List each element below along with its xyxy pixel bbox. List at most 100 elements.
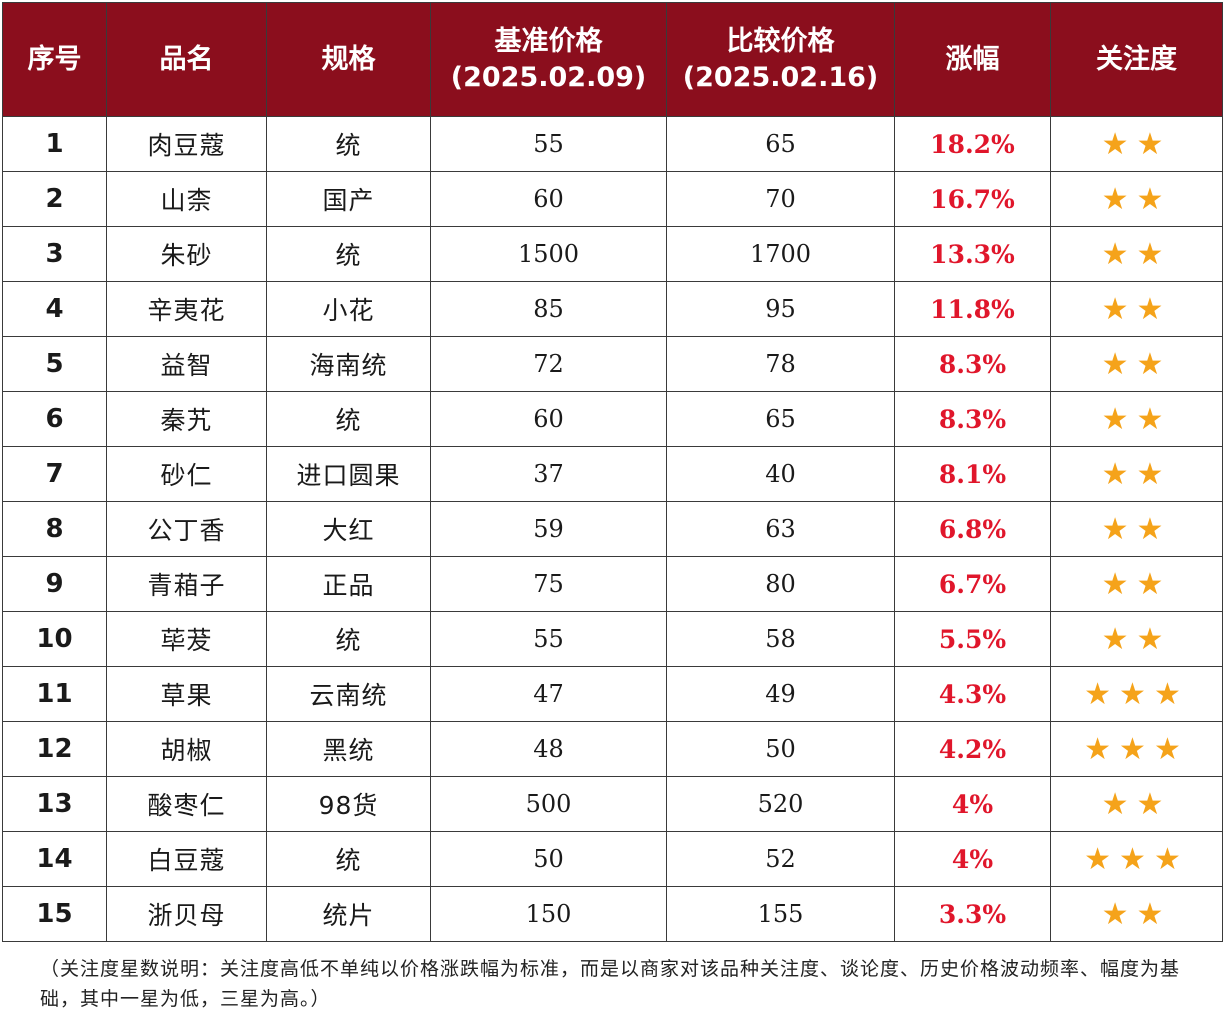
cell-spec: 黑统: [266, 721, 431, 777]
cell-base-price: 37: [430, 446, 667, 502]
star-icon: ★: [1153, 841, 1189, 877]
cell-base-price: 500: [430, 776, 667, 832]
table-row: 5 益智 海南统 72 78 8.3% ★★: [2, 336, 1223, 392]
star-icon: ★: [1101, 181, 1137, 217]
cell-spec: 进口圆果: [266, 446, 431, 502]
cell-rise: 11.8%: [894, 281, 1051, 337]
price-change-table: 序号 品名 规格 基准价格 (2025.02.09) 比较价格 (2025.02…: [2, 2, 1223, 942]
header-name: 品名: [106, 2, 267, 117]
header-compare-price: 比较价格 (2025.02.16): [666, 2, 895, 117]
cell-spec: 统: [266, 391, 431, 447]
cell-attention-stars: ★★: [1050, 501, 1223, 557]
table-row: 3 朱砂统 1500 1700 13.3% ★★: [2, 226, 1223, 282]
cell-name: 草果: [106, 666, 267, 722]
cell-no: 7: [2, 446, 107, 502]
cell-no: 10: [2, 611, 107, 667]
cell-base-price: 75: [430, 556, 667, 612]
star-icon: ★: [1136, 236, 1172, 272]
cell-name: 山柰: [106, 171, 267, 227]
cell-no: 8: [2, 501, 107, 557]
cell-attention-stars: ★★: [1050, 611, 1223, 667]
cell-base-price: 47: [430, 666, 667, 722]
cell-rise: 3.3%: [894, 886, 1051, 942]
cell-compare-price: 40: [666, 446, 895, 502]
cell-name: 浙贝母: [106, 886, 267, 942]
star-icon: ★: [1101, 621, 1137, 657]
cell-attention-stars: ★★: [1050, 116, 1223, 172]
header-base-price-label: 基准价格: [494, 25, 603, 57]
cell-no: 3: [2, 226, 107, 282]
header-base-date: (2025.02.09): [450, 61, 647, 93]
cell-no: 6: [2, 391, 107, 447]
cell-name: 朱砂: [106, 226, 267, 282]
header-compare-price-label: 比较价格: [726, 25, 835, 57]
cell-no: 13: [2, 776, 107, 832]
cell-rise: 18.2%: [894, 116, 1051, 172]
cell-attention-stars: ★★★: [1050, 666, 1223, 722]
cell-attention-stars: ★★: [1050, 556, 1223, 612]
cell-attention-stars: ★★: [1050, 446, 1223, 502]
table-body: 1 肉豆蔻统 55 65 18.2% ★★ 2 山柰 国产 60 70 16.7% ★★ 3 朱砂统 1500…: [2, 116, 1223, 942]
cell-spec: 统: [266, 831, 431, 887]
cell-name: 酸枣仁: [106, 776, 267, 832]
table-row: 13 酸枣仁 98货 500 520 4% ★★: [2, 776, 1223, 832]
cell-base-price: 1500: [430, 226, 667, 282]
table-row: 15 浙贝母 统片 150 155 3.3% ★★: [2, 886, 1223, 942]
cell-no: 14: [2, 831, 107, 887]
cell-compare-price: 520: [666, 776, 895, 832]
cell-attention-stars: ★★: [1050, 171, 1223, 227]
cell-compare-price: 65: [666, 391, 895, 447]
cell-attention-stars: ★★★: [1050, 831, 1223, 887]
cell-compare-price: 155: [666, 886, 895, 942]
star-icon: ★: [1136, 126, 1172, 162]
star-icon: ★: [1101, 346, 1137, 382]
cell-attention-stars: ★★★: [1050, 721, 1223, 777]
star-icon: ★: [1084, 731, 1120, 767]
header-base-price: 基准价格 (2025.02.09): [430, 2, 667, 117]
table-row: 10 荜茇统 55 58 5.5% ★★: [2, 611, 1223, 667]
header-rise: 涨幅: [894, 2, 1051, 117]
star-icon: ★: [1136, 511, 1172, 547]
table-row: 9 青葙子 正品 75 80 6.7% ★★: [2, 556, 1223, 612]
star-icon: ★: [1136, 291, 1172, 327]
star-icon: ★: [1136, 346, 1172, 382]
cell-attention-stars: ★★: [1050, 226, 1223, 282]
cell-name: 辛夷花: [106, 281, 267, 337]
cell-attention-stars: ★★: [1050, 886, 1223, 942]
cell-spec: 统片: [266, 886, 431, 942]
cell-base-price: 85: [430, 281, 667, 337]
star-icon: ★: [1153, 676, 1189, 712]
cell-name: 白豆蔻: [106, 831, 267, 887]
cell-attention-stars: ★★: [1050, 391, 1223, 447]
cell-compare-price: 1700: [666, 226, 895, 282]
cell-rise: 4.2%: [894, 721, 1051, 777]
star-icon: ★: [1101, 236, 1137, 272]
star-icon: ★: [1136, 456, 1172, 492]
cell-base-price: 55: [430, 611, 667, 667]
price-table-container: 序号 品名 规格 基准价格 (2025.02.09) 比较价格 (2025.02…: [2, 2, 1223, 942]
cell-no: 11: [2, 666, 107, 722]
cell-base-price: 72: [430, 336, 667, 392]
cell-name: 益智: [106, 336, 267, 392]
table-header-row: 序号 品名 规格 基准价格 (2025.02.09) 比较价格 (2025.02…: [2, 2, 1223, 117]
star-icon: ★: [1101, 126, 1137, 162]
cell-spec: 云南统: [266, 666, 431, 722]
star-icon: ★: [1136, 181, 1172, 217]
table-row: 12 胡椒 黑统 48 50 4.2% ★★★: [2, 721, 1223, 777]
cell-rise: 4%: [894, 831, 1051, 887]
cell-rise: 4.3%: [894, 666, 1051, 722]
cell-name: 青葙子: [106, 556, 267, 612]
star-icon: ★: [1101, 401, 1137, 437]
star-icon: ★: [1101, 896, 1137, 932]
header-no: 序号: [2, 2, 107, 117]
cell-name: 肉豆蔻: [106, 116, 267, 172]
table-row: 4 辛夷花 小花 85 95 11.8% ★★: [2, 281, 1223, 337]
cell-rise: 6.7%: [894, 556, 1051, 612]
cell-rise: 16.7%: [894, 171, 1051, 227]
cell-base-price: 50: [430, 831, 667, 887]
cell-no: 5: [2, 336, 107, 392]
cell-spec: 统: [266, 611, 431, 667]
cell-rise: 4%: [894, 776, 1051, 832]
cell-compare-price: 65: [666, 116, 895, 172]
cell-spec: 大红: [266, 501, 431, 557]
